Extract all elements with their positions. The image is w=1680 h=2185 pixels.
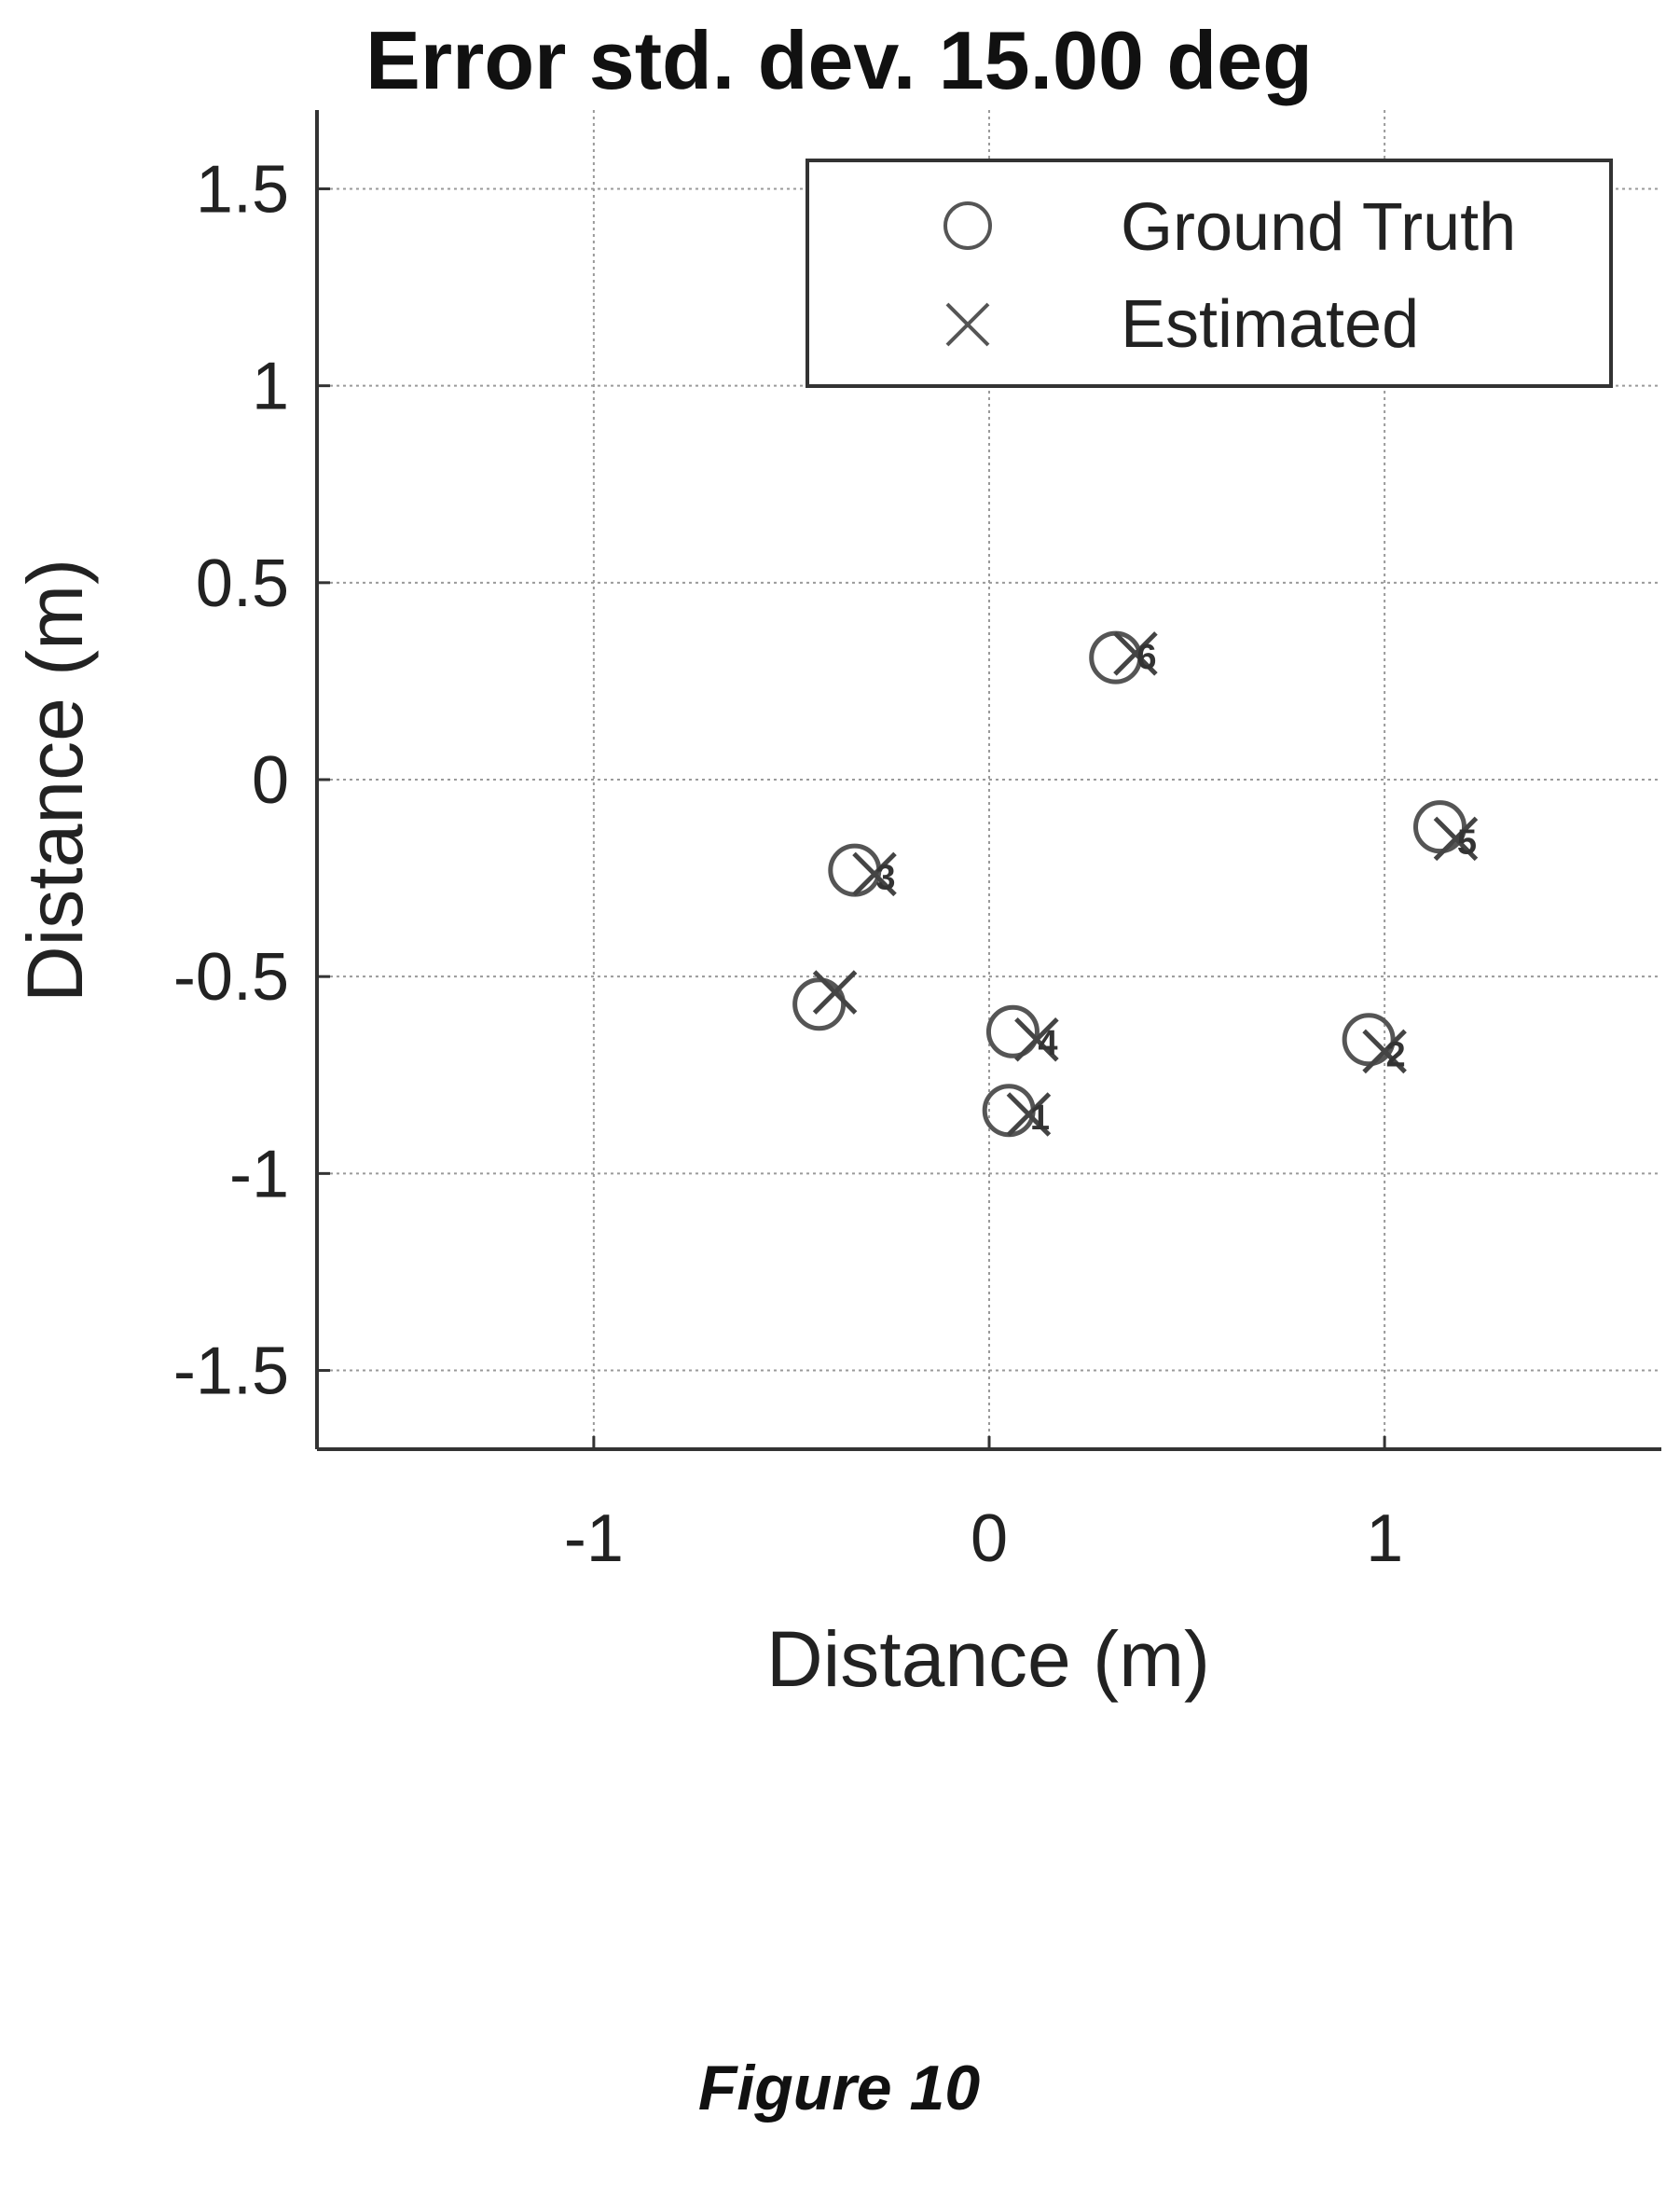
estimated-point-2-stroke-b: [852, 851, 897, 897]
y-tick-label-4: -0.5: [173, 940, 289, 1015]
estimated-point-1: [1362, 1029, 1407, 1074]
legend: Ground Truth Estimated: [806, 159, 1613, 388]
legend-label-estimated: Estimated: [1121, 287, 1419, 362]
point-label-0: 1: [1030, 1099, 1050, 1138]
x-tick-label-0: -1: [564, 1501, 624, 1576]
ground-truth-point-3: [985, 1004, 1040, 1058]
ground-truth-point-4: [1412, 800, 1467, 854]
estimated-point-5-stroke-b: [1113, 631, 1158, 676]
point-label-4: 5: [1457, 823, 1477, 862]
ground-truth-point-6: [792, 977, 847, 1031]
legend-box: [806, 159, 1613, 388]
point-label-5: 6: [1136, 638, 1156, 677]
y-tick-label-2: 0.5: [196, 546, 289, 621]
x-tick-labels: -1 0 1: [564, 1501, 1403, 1576]
estimated-point-3-stroke-b: [1014, 1016, 1059, 1062]
estimated-point-3: [1014, 1016, 1059, 1062]
legend-circle-marker: [943, 201, 992, 250]
y-tick-label-5: -1: [229, 1137, 289, 1211]
point-label-2: 3: [875, 858, 895, 897]
marks-layer: 1 2 3 4 5 6: [792, 630, 1479, 1138]
x-tick-label-1: 0: [971, 1501, 1008, 1576]
estimated-point-1-stroke-b: [1362, 1029, 1407, 1074]
estimated-point-4-stroke-b: [1433, 816, 1479, 862]
estimated-point-5: [1113, 631, 1158, 676]
point-label-1: 2: [1386, 1035, 1406, 1074]
point-label-3: 4: [1038, 1024, 1057, 1063]
y-tick-labels: 1.5 1 0.5 0 -0.5 -1 -1.5: [173, 152, 289, 1408]
estimated-point-6: [812, 970, 858, 1015]
y-tick-label-3: 0: [252, 743, 289, 818]
y-tick-label-6: -1.5: [173, 1335, 289, 1409]
y-tick-label-1: 1: [252, 350, 289, 424]
y-tick-label-0: 1.5: [196, 152, 289, 227]
legend-x-marker: [945, 302, 990, 347]
estimated-point-0: [1006, 1092, 1052, 1137]
estimated-point-6-stroke-b: [812, 970, 858, 1015]
x-tick-label-2: 1: [1366, 1501, 1403, 1576]
ground-truth-point-1: [1342, 1013, 1396, 1067]
axes-layer: [315, 110, 1661, 1451]
estimated-point-0-stroke-b: [1006, 1092, 1052, 1137]
y-axis-label: Distance (m): [11, 559, 99, 1003]
figure-caption: Figure 10: [698, 2053, 980, 2123]
chart-title: Error std. dev. 15.00 deg: [365, 14, 1313, 106]
estimated-point-2: [852, 851, 897, 897]
x-axis-label: Distance (m): [766, 1615, 1210, 1703]
estimated-point-4: [1433, 816, 1479, 862]
legend-label-ground-truth: Ground Truth: [1121, 190, 1516, 265]
